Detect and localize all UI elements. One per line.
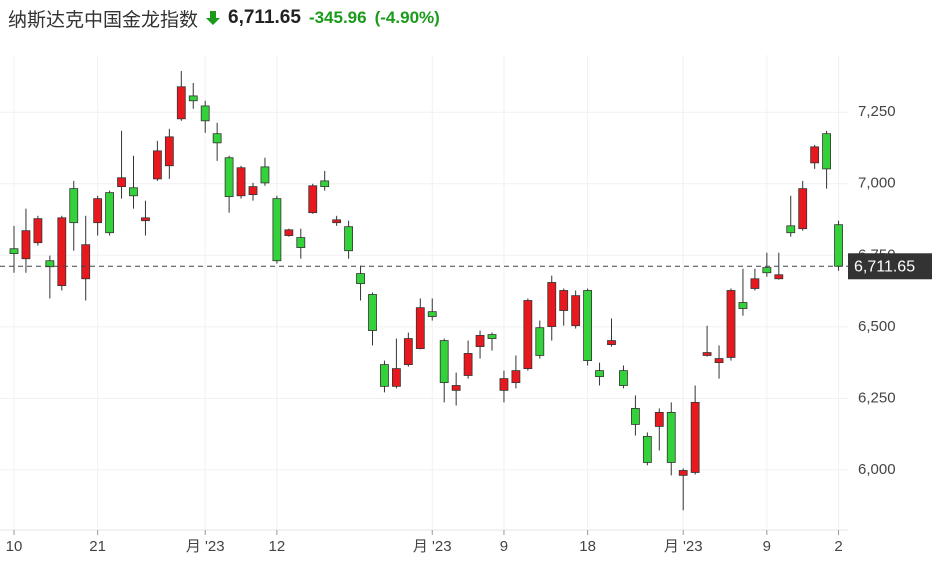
candle-body (332, 219, 342, 224)
change-pct: (-4.90%) (374, 8, 440, 27)
candle-body (642, 436, 652, 463)
title: 纳斯达克中国金龙指数 (8, 9, 199, 31)
candle-body (164, 136, 174, 167)
candle-body (810, 146, 820, 164)
y-tick-label: 6,250 (858, 389, 896, 406)
down-arrow (206, 11, 221, 25)
candle-body (152, 150, 162, 180)
x-tick-label: 9 (500, 538, 508, 555)
candle-body (380, 364, 389, 387)
candle-body (57, 217, 67, 287)
candle-body (822, 133, 831, 170)
candle-body (141, 217, 150, 222)
candle-body (535, 327, 545, 356)
candle-body (654, 411, 664, 427)
candle-body (308, 185, 318, 214)
price: 6,711.65 (228, 7, 301, 28)
candle-body (224, 157, 234, 198)
change: -345.96 (308, 8, 367, 27)
candle-body (798, 188, 808, 230)
candle-body (129, 187, 138, 197)
candle-body (296, 237, 306, 248)
candle-body (738, 302, 748, 309)
candle-body (750, 278, 760, 289)
candle-body (33, 218, 43, 244)
y-tick-label: 6,500 (858, 318, 896, 335)
x-tick-label: 18 (579, 538, 596, 555)
candle-body (117, 177, 126, 188)
candle-body (631, 407, 640, 425)
x-tick-label: 月 '23 (186, 538, 225, 555)
candle-body (595, 370, 604, 378)
candle-body (272, 198, 282, 262)
candle-body (451, 385, 461, 391)
candle-body (666, 411, 676, 463)
candle-body (21, 230, 31, 260)
candle-body (463, 353, 473, 376)
candle-body (487, 334, 497, 339)
candle-body (559, 290, 569, 311)
candle-body (690, 401, 700, 473)
candle-body (9, 248, 19, 254)
candle-body (834, 224, 843, 267)
candle-body (368, 294, 377, 331)
candle-body (786, 225, 796, 234)
candle-body (415, 307, 425, 349)
candle-body (188, 95, 198, 102)
candle-body (475, 335, 485, 347)
candle-body (619, 370, 628, 386)
x-tick-label: 2 (834, 538, 842, 555)
last-price-label: 6,711.65 (854, 258, 915, 275)
candle-body (499, 378, 509, 391)
candle-body (236, 167, 246, 197)
candle-body (403, 338, 413, 366)
candle-body (607, 340, 616, 345)
x-tick-label: 9 (763, 538, 771, 555)
candle-body (427, 311, 437, 317)
candle-body (260, 166, 270, 184)
candle-body (212, 133, 222, 144)
candle-body (702, 352, 712, 356)
candle-body (726, 290, 736, 358)
candle-body (176, 86, 186, 120)
x-tick-label: 12 (269, 538, 286, 555)
x-tick-label: 月 '23 (664, 538, 703, 555)
y-tick-label: 7,000 (858, 175, 896, 192)
candle-body (547, 282, 557, 327)
candle-body (248, 186, 258, 196)
candle-body (356, 273, 365, 285)
candle-body (391, 368, 401, 387)
candle-body (439, 340, 449, 384)
candle-body (284, 229, 294, 236)
candle-body (523, 300, 533, 370)
candle-body (762, 267, 772, 274)
candle-body (81, 244, 91, 280)
candle-body (93, 198, 103, 224)
candle-body (200, 105, 210, 122)
header: 纳斯达克中国金龙指数 6,711.65 -345.96 (-4.90%) (8, 4, 440, 32)
candle-body (774, 274, 784, 280)
candle-body (714, 358, 724, 364)
candle-body (511, 370, 521, 384)
candle-body (571, 295, 581, 327)
candle-body (583, 290, 592, 362)
y-tick-label: 7,250 (858, 103, 896, 120)
candle-body (344, 226, 354, 252)
last-price-box (848, 253, 932, 280)
x-tick-label: 10 (6, 538, 23, 555)
candle-body (105, 192, 114, 234)
x-tick-label: 21 (89, 538, 106, 555)
candle-body (69, 188, 79, 224)
y-tick-label: 6,000 (858, 461, 896, 478)
x-tick-label: 月 '23 (413, 538, 452, 555)
candle-body (320, 180, 330, 188)
candle-body (678, 470, 688, 476)
